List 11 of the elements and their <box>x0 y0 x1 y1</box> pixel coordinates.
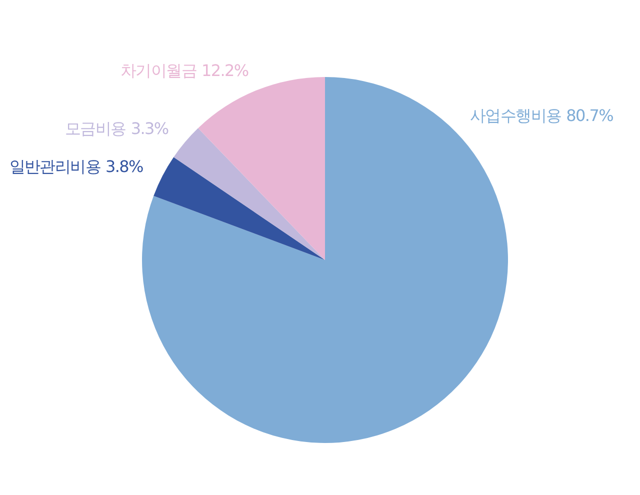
data-label: 80.7% <box>566 106 614 125</box>
slice-label: 사업수행비용 <box>470 106 562 125</box>
data-label: 3.3% <box>130 118 169 138</box>
slice-label: 차기이월금 <box>120 60 196 80</box>
data-label: 12.2% <box>201 60 249 80</box>
pie-slice <box>154 157 325 260</box>
slice-label: 일반관리비용 <box>9 156 100 176</box>
slice-label: 모금비용 <box>65 118 126 138</box>
pie-slice <box>198 77 325 260</box>
data-label: 3.8% <box>105 156 144 176</box>
pie-slice <box>174 128 325 260</box>
